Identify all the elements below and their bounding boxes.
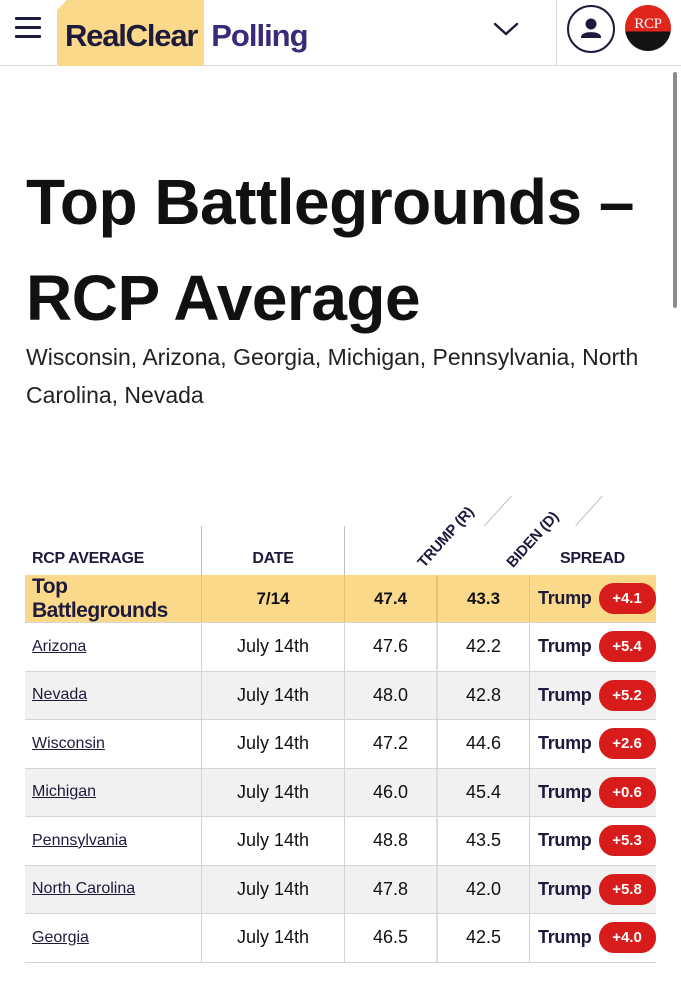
row-trump: 48.8 — [344, 817, 436, 865]
top-navigation-bar: RealClear Polling RCP — [0, 0, 681, 66]
spread-badge: +5.8 — [598, 873, 656, 905]
state-link-pennsylvania[interactable]: Pennsylvania — [32, 831, 128, 849]
row-biden: 43.5 — [436, 817, 529, 865]
menu-icon[interactable] — [15, 17, 41, 39]
spread-badge: +5.4 — [598, 631, 656, 663]
row-trump: 47.8 — [344, 865, 436, 913]
header-biden-diagonal — [575, 495, 603, 526]
header-trump: TRUMP (R) — [344, 495, 512, 575]
user-account-button[interactable] — [567, 5, 615, 53]
average-name: Top Battlegrounds — [32, 574, 168, 622]
average-row: Top Battlegrounds 7/14 47.4 43.3 Trump +… — [25, 575, 656, 623]
header-spread: SPREAD — [560, 550, 625, 567]
average-biden: 43.3 — [436, 575, 529, 622]
spread-leader: Trump — [538, 684, 592, 705]
row-trump: 47.2 — [344, 720, 436, 768]
row-trump: 46.5 — [344, 914, 436, 962]
page-subtitle: Wisconsin, Arizona, Georgia, Michigan, P… — [26, 344, 639, 408]
state-link-georgia[interactable]: Georgia — [32, 928, 89, 946]
spread-leader: Trump — [538, 781, 592, 802]
row-trump: 47.6 — [344, 623, 436, 671]
header-divider — [556, 0, 557, 66]
spread-leader: Trump — [538, 830, 592, 851]
state-link-michigan[interactable]: Michigan — [32, 783, 97, 801]
row-date: July 14th — [201, 623, 344, 671]
logo-realclear: RealClear — [57, 0, 205, 66]
header-biden: BIDEN (D) — [436, 495, 603, 575]
average-spread: Trump +4.1 — [529, 575, 656, 622]
page-scrollbar[interactable] — [673, 72, 677, 308]
row-date: July 14th — [201, 720, 344, 768]
average-spread-badge: +4.1 — [598, 583, 656, 614]
table-row: Michigan July 14th 46.0 45.4 Trump +0.6 — [25, 768, 656, 817]
page-title: Top Battlegrounds – RCP Average — [26, 166, 634, 334]
rcp-badge[interactable]: RCP — [625, 5, 671, 51]
row-biden: 42.2 — [436, 623, 529, 671]
state-link-north-carolina[interactable]: North Carolina — [32, 880, 136, 898]
row-spread: Trump +2.6 — [529, 720, 656, 768]
average-date: 7/14 — [201, 575, 344, 622]
row-trump: 48.0 — [344, 671, 436, 719]
row-date: July 14th — [201, 914, 344, 962]
state-rows: Arizona July 14th 47.6 42.2 Trump +5.4 N… — [25, 623, 656, 963]
average-trump: 47.4 — [344, 575, 436, 622]
row-date: July 14th — [201, 817, 344, 865]
spread-badge: +5.2 — [598, 679, 656, 711]
site-logo[interactable]: RealClear Polling — [57, 0, 309, 66]
table-header-row: RCP AVERAGE DATE TRUMP (R) BIDEN (D) SPR… — [25, 495, 656, 575]
spread-leader: Trump — [538, 636, 592, 657]
logo-polling: Polling — [211, 18, 308, 53]
row-spread: Trump +0.6 — [529, 768, 656, 816]
chevron-down-icon[interactable] — [492, 18, 520, 40]
polling-table: RCP AVERAGE DATE TRUMP (R) BIDEN (D) SPR… — [25, 495, 656, 963]
row-biden: 42.0 — [436, 865, 529, 913]
header-date: DATE — [201, 526, 344, 575]
spread-badge: +2.6 — [598, 728, 656, 760]
user-icon — [581, 18, 601, 38]
spread-badge: +4.0 — [598, 922, 656, 954]
state-link-arizona[interactable]: Arizona — [32, 637, 87, 655]
table-row: Arizona July 14th 47.6 42.2 Trump +5.4 — [25, 623, 656, 672]
row-spread: Trump +5.8 — [529, 865, 656, 913]
row-spread: Trump +5.4 — [529, 623, 656, 671]
spread-leader: Trump — [538, 927, 592, 948]
table-row: Wisconsin July 14th 47.2 44.6 Trump +2.6 — [25, 720, 656, 769]
state-link-nevada[interactable]: Nevada — [32, 686, 88, 704]
row-spread: Trump +5.3 — [529, 817, 656, 865]
table-row: Pennsylvania July 14th 48.8 43.5 Trump +… — [25, 817, 656, 866]
spread-leader: Trump — [538, 733, 592, 754]
spread-badge: +5.3 — [598, 825, 656, 857]
row-spread: Trump +5.2 — [529, 671, 656, 719]
row-spread: Trump +4.0 — [529, 914, 656, 962]
spread-leader: Trump — [538, 878, 592, 899]
row-biden: 42.8 — [436, 671, 529, 719]
table-row: Nevada July 14th 48.0 42.8 Trump +5.2 — [25, 671, 656, 720]
header-trump-diagonal — [484, 495, 512, 526]
average-spread-leader: Trump — [538, 588, 592, 608]
row-date: July 14th — [201, 865, 344, 913]
row-trump: 46.0 — [344, 768, 436, 816]
row-date: July 14th — [201, 768, 344, 816]
row-biden: 44.6 — [436, 720, 529, 768]
table-row: Georgia July 14th 46.5 42.5 Trump +4.0 — [25, 914, 656, 963]
spread-badge: +0.6 — [598, 776, 656, 808]
state-link-wisconsin[interactable]: Wisconsin — [32, 734, 105, 752]
rcp-badge-text: RCP — [634, 16, 662, 32]
header-rcp-average: RCP AVERAGE — [32, 550, 144, 567]
row-date: July 14th — [201, 671, 344, 719]
table-row: North Carolina July 14th 47.8 42.0 Trump… — [25, 865, 656, 914]
row-biden: 42.5 — [436, 914, 529, 962]
row-biden: 45.4 — [436, 768, 529, 816]
